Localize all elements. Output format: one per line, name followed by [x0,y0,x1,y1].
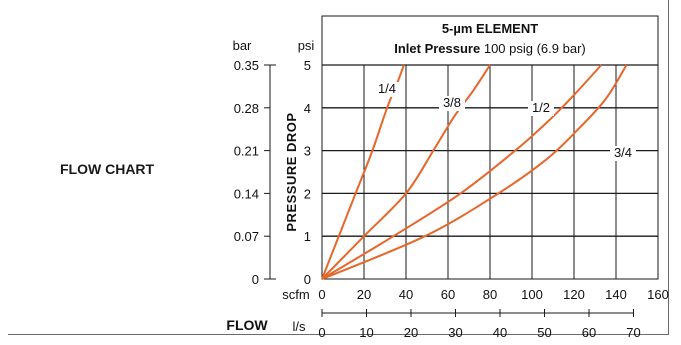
series-line-3 [321,64,603,280]
x-tick-scfm: 0 [318,287,325,302]
x-tick-ls: 60 [582,325,596,340]
series-label-bg [439,96,465,111]
series-label-bg [528,101,554,116]
series-label: 3/8 [443,95,461,110]
x-axis-label: FLOW [226,317,268,333]
y-tick-bar: 0.21 [234,144,259,159]
x-tick-scfm: 120 [563,287,585,302]
x-tick-scfm: 20 [357,287,371,302]
series-line-4 [321,64,628,280]
x-tick-ls: 50 [537,325,551,340]
y-unit-psi: psi [298,38,315,53]
x-unit-scfm: scfm [282,287,309,302]
series-label-bg [610,146,636,161]
x-tick-scfm: 160 [647,287,669,302]
x-tick-scfm: 40 [399,287,413,302]
series-label: 1/2 [532,100,550,115]
y-tick-bar: 0.14 [234,186,259,201]
y-tick-psi: 0 [304,272,311,287]
series-label: 1/4 [378,81,396,96]
x-tick-ls: 10 [359,325,373,340]
chart-frame [8,0,669,335]
series-label-bg [374,82,400,97]
y-axis-label: PRESSURE DROP [284,112,299,231]
y-tick-psi: 4 [304,101,311,116]
x-tick-ls: 0 [318,325,325,340]
x-tick-scfm: 100 [521,287,543,302]
y-tick-psi: 2 [304,186,311,201]
x-unit-ls: l/s [293,319,307,334]
x-tick-ls: 40 [493,325,507,340]
y-tick-psi: 5 [304,58,311,73]
x-tick-scfm: 60 [441,287,455,302]
y-tick-bar: 0.28 [234,101,259,116]
x-tick-scfm: 140 [605,287,627,302]
y-tick-bar: 0 [252,272,259,287]
y-tick-psi: 3 [304,144,311,159]
series-label: 3/4 [614,145,632,160]
section-title: FLOW CHART [60,161,155,177]
x-tick-ls: 20 [404,325,418,340]
x-tick-ls: 70 [626,325,640,340]
chart-title: 5-µm ELEMENT [442,21,538,36]
y-tick-psi: 1 [304,229,311,244]
chart-subtitle: Inlet Pressure 100 psig (6.9 bar) [394,41,586,56]
subtitle-rest: 100 psig (6.9 bar) [484,41,586,56]
subtitle-bold: Inlet Pressure [394,41,484,56]
y-unit-bar: bar [233,38,252,53]
series-line-2 [321,64,491,280]
y-tick-bar: 0.07 [234,229,259,244]
x-tick-ls: 30 [448,325,462,340]
y-tick-bar: 0.35 [234,58,259,73]
x-tick-scfm: 80 [483,287,497,302]
